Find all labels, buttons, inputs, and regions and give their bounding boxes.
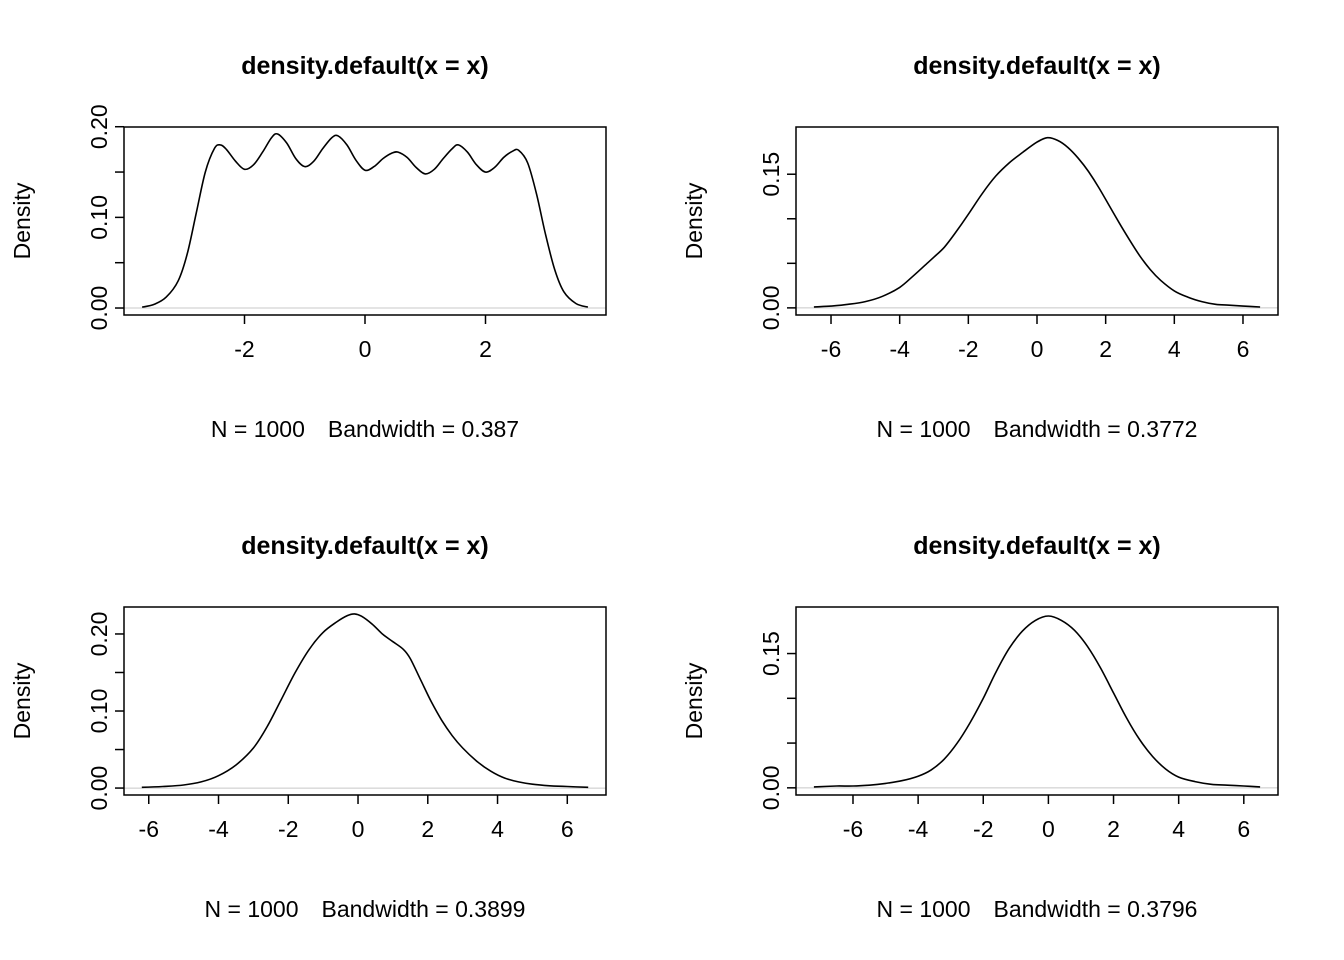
y-tick-label: 0.00 (758, 285, 784, 330)
y-tick-label: 0.15 (758, 631, 784, 676)
x-tick-label: -2 (278, 816, 298, 842)
x-tick-label: -2 (958, 336, 978, 362)
x-tick-label: -2 (973, 816, 993, 842)
density-curve (813, 136, 1261, 308)
density-panel-bottom-right: density.default(x = x) -6 -4 -2 0 2 4 6 0.00 0.15… (672, 480, 1344, 960)
x-tick-label: 2 (421, 816, 434, 842)
x-tick-label: 2 (1099, 336, 1112, 362)
y-tick-label: 0.10 (86, 195, 112, 240)
chart-title: density.default(x = x) (241, 52, 489, 80)
x-tick-label: -4 (208, 816, 229, 842)
density-plot-svg: density.default(x = x) -6 -4 -2 0 2 4 6 0.00 0.15… (681, 52, 1279, 442)
y-tick-label: 0.00 (86, 286, 112, 331)
x-tick-label: 0 (352, 816, 365, 842)
chart-title: density.default(x = x) (241, 532, 489, 560)
x-tick-label: 6 (1237, 336, 1250, 362)
x-tick-label: -2 (234, 336, 254, 362)
x-axis-caption: N = 1000 Bandwidth = 0.387 (211, 416, 519, 442)
chart-title: density.default(x = x) (913, 532, 1161, 560)
y-axis-label: Density (681, 182, 707, 259)
x-axis-caption: N = 1000 Bandwidth = 0.3899 (205, 896, 526, 922)
x-tick-label: -6 (821, 336, 841, 362)
y-tick-label: 0.10 (86, 689, 112, 734)
x-tick-label: -4 (908, 816, 929, 842)
y-tick-label: 0.20 (86, 104, 112, 149)
density-plot-svg: density.default(x = x) -2 0 2 0.00 0.10 0.20 N … (9, 52, 607, 442)
x-tick-label: 2 (479, 336, 492, 362)
y-tick-label: 0.00 (86, 766, 112, 811)
x-tick-label: 4 (491, 816, 504, 842)
y-axis-label: Density (9, 182, 35, 259)
x-tick-label: 4 (1172, 816, 1185, 842)
density-panel-bottom-left: density.default(x = x) -6 -4 -2 0 2 4 6 0.00 0.10… (0, 480, 672, 960)
density-curve (141, 132, 589, 308)
density-plot-svg: density.default(x = x) -6 -4 -2 0 2 4 6 0.00 0.15… (681, 532, 1279, 922)
y-tick-label: 0.20 (86, 612, 112, 657)
plot-box (123, 606, 607, 796)
density-panel-top-left: density.default(x = x) -2 0 2 0.00 0.10 0.20 N … (0, 0, 672, 480)
x-axis-caption: N = 1000 Bandwidth = 0.3796 (877, 896, 1198, 922)
x-tick-label: 6 (561, 816, 574, 842)
y-tick-label: 0.15 (758, 152, 784, 197)
x-tick-label: 6 (1237, 816, 1250, 842)
density-panel-top-right: density.default(x = x) -6 -4 -2 0 2 4 6 0.00 0.15… (672, 0, 1344, 480)
density-curve (813, 615, 1261, 788)
density-plot-svg: density.default(x = x) -6 -4 -2 0 2 4 6 0.00 0.10… (9, 532, 607, 922)
y-tick-label: 0.00 (758, 765, 784, 810)
y-axis-label: Density (681, 662, 707, 739)
density-curve (141, 613, 589, 789)
x-tick-label: 0 (1042, 816, 1055, 842)
x-tick-label: -6 (843, 816, 863, 842)
x-tick-label: 2 (1107, 816, 1120, 842)
x-tick-label: -4 (889, 336, 910, 362)
x-tick-label: 4 (1168, 336, 1181, 362)
x-tick-label: -6 (139, 816, 159, 842)
plot-box (795, 126, 1279, 316)
x-axis-caption: N = 1000 Bandwidth = 0.3772 (877, 416, 1198, 442)
plot-box (123, 126, 607, 316)
x-tick-label: 0 (1031, 336, 1044, 362)
chart-title: density.default(x = x) (913, 52, 1161, 80)
y-axis-label: Density (9, 662, 35, 739)
x-tick-label: 0 (359, 336, 372, 362)
plot-box (795, 606, 1279, 796)
